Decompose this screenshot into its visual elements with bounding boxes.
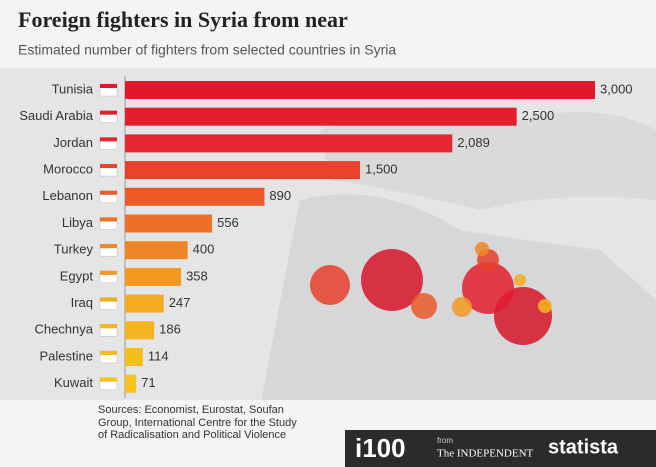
flag-band (100, 377, 117, 382)
flag-band (100, 297, 117, 302)
value-label: 890 (269, 188, 291, 203)
footer-from: from (437, 436, 453, 445)
source-box: Sources: Economist, Eurostat, Soufan Gro… (98, 404, 297, 441)
category-label: Palestine (40, 348, 93, 363)
bubble (411, 293, 437, 319)
category-label: Jordan (53, 135, 93, 150)
category-label: Iraq (71, 295, 93, 310)
category-label: Morocco (43, 162, 93, 177)
flag-band (100, 190, 117, 195)
flag-band (100, 351, 117, 355)
bubble (310, 265, 350, 305)
value-label: 71 (141, 375, 155, 390)
value-label: 247 (169, 295, 191, 310)
bubble (361, 249, 423, 311)
bar (125, 107, 517, 126)
value-label: 556 (217, 215, 239, 230)
chart-title: Foreign fighters in Syria from near (18, 7, 348, 32)
bubble (538, 299, 552, 313)
bar (125, 294, 164, 313)
category-label: Libya (62, 215, 94, 230)
bar (125, 241, 188, 260)
bubble (452, 297, 472, 317)
bar (125, 214, 213, 233)
publisher: The INDEPENDENT (437, 448, 534, 460)
flag-band (100, 137, 117, 142)
bar (125, 321, 155, 340)
brand-i100: i100 (355, 433, 406, 463)
value-label: 2,089 (457, 135, 490, 150)
bar (125, 374, 137, 393)
category-label: Egypt (60, 268, 94, 283)
value-label: 3,000 (600, 81, 633, 96)
footer-band (345, 430, 656, 467)
brand-statista: statista (548, 436, 619, 458)
category-label: Chechnya (34, 322, 93, 337)
bar (125, 81, 595, 99)
bar (125, 134, 453, 153)
flag-band (100, 164, 117, 169)
bubble (514, 274, 526, 286)
value-label: 114 (148, 348, 169, 363)
flag-band (100, 244, 117, 249)
value-label: 358 (186, 268, 208, 283)
bar (125, 161, 360, 180)
flag-band (100, 110, 117, 115)
category-label: Tunisia (52, 81, 94, 96)
flag-band (100, 270, 117, 275)
bubble (475, 242, 489, 256)
category-label: Kuwait (54, 375, 93, 390)
flag-band (100, 84, 117, 88)
flag-band (100, 217, 117, 222)
bubble (462, 262, 514, 314)
value-label: 1,500 (365, 162, 398, 177)
chart-subtitle: Estimated number of fighters from select… (18, 42, 396, 58)
bar (125, 187, 265, 206)
category-label: Turkey (54, 242, 94, 257)
flag-band (100, 324, 117, 329)
value-label: 186 (159, 322, 181, 337)
value-label: 400 (193, 242, 215, 257)
source: Sources: Economist, Eurostat, Soufan Gro… (98, 404, 297, 441)
category-label: Lebanon (42, 188, 93, 203)
bar (125, 267, 182, 286)
category-label: Saudi Arabia (19, 108, 93, 123)
bar (125, 348, 143, 366)
value-label: 2,500 (522, 108, 555, 123)
map-land (320, 107, 656, 210)
